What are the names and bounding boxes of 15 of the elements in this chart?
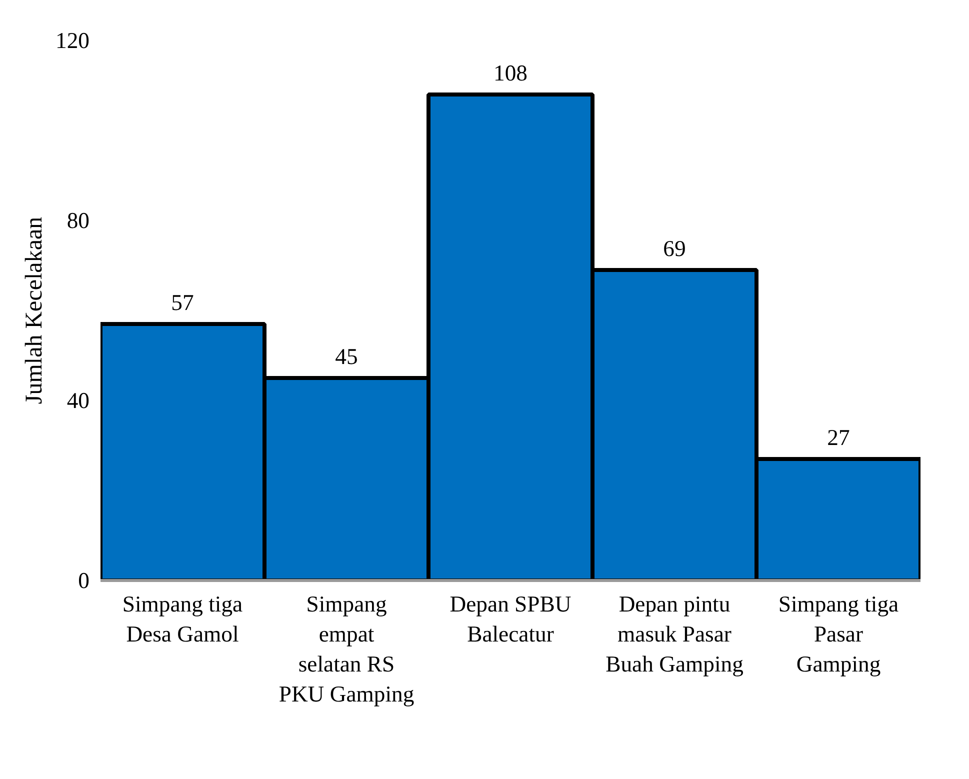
data-label: 108 (494, 60, 528, 86)
data-label: 45 (335, 344, 358, 369)
x-tick-label: Depan pintu masuk Pasar Buah Gamping (606, 592, 744, 676)
y-tick-label: 0 (78, 568, 90, 593)
y-axis-title: Jumlah Kecelakaan (22, 216, 48, 404)
data-label: 27 (827, 425, 850, 450)
y-tick-label: 80 (66, 208, 90, 233)
y-tick-label: 40 (66, 388, 90, 413)
x-tick-label: Simpang tiga Pasar Gamping (778, 592, 899, 676)
data-label: 57 (171, 290, 194, 315)
x-tick-label: Simpang tiga Desa Gamol (122, 592, 243, 646)
data-label: 69 (663, 236, 686, 261)
y-tick-label: 120 (56, 28, 90, 53)
x-tick-label: Simpang empat selatan RS PKU Gamping (278, 592, 414, 706)
x-tick-label: Depan SPBU Balecatur (450, 592, 572, 646)
